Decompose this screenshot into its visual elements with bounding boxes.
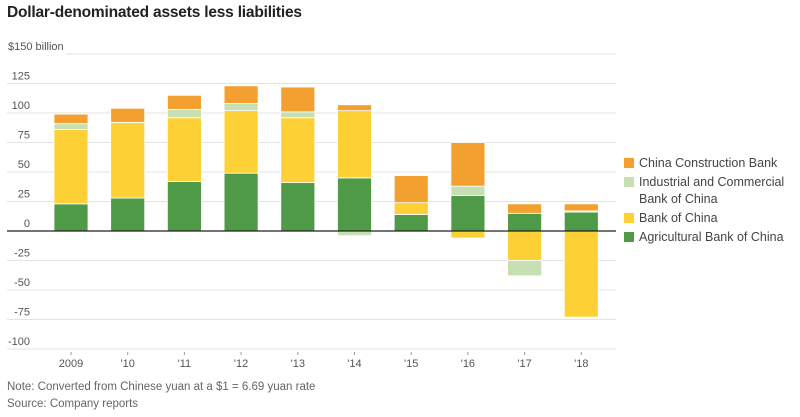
- legend: China Construction Bank Industrial and C…: [624, 155, 800, 248]
- x-tick-label: '13: [291, 358, 305, 370]
- y-tick-label: 50: [18, 159, 30, 171]
- bar-segment: [110, 122, 146, 199]
- chart-note: Note: Converted from Chinese yuan at a $…: [7, 381, 316, 393]
- x-tick-label: '18: [574, 358, 588, 370]
- y-tick-label: 100: [12, 100, 30, 112]
- legend-item-icbc: Industrial and Commercial Bank of China: [624, 174, 800, 208]
- bar-segment: [53, 123, 89, 130]
- bar-segment: [280, 117, 316, 184]
- bar-segment: [563, 211, 599, 232]
- x-tick-label: '16: [461, 358, 475, 370]
- bars: [53, 85, 599, 318]
- bar-segment: [166, 94, 202, 110]
- y-tick-label: -100: [8, 336, 30, 348]
- x-tick-label: '12: [234, 358, 248, 370]
- bar-segment: [393, 175, 429, 204]
- y-tick-label: -50: [14, 277, 30, 289]
- bar-segment: [110, 197, 146, 232]
- bar-segment: [450, 142, 486, 187]
- legend-label-boc: Bank of China: [639, 211, 718, 225]
- bar-segment: [507, 230, 543, 261]
- y-tick-label: -75: [14, 307, 30, 319]
- y-tick-label: 0: [24, 218, 30, 230]
- bar-segment: [110, 107, 146, 123]
- bar-segment: [337, 104, 372, 112]
- legend-item-boc: Bank of China: [624, 210, 800, 227]
- legend-label-abc: Agricultural Bank of China: [639, 230, 784, 244]
- y-tick-label: 75: [18, 130, 30, 142]
- legend-label-ccb: China Construction Bank: [639, 156, 778, 170]
- bar-segment: [507, 212, 543, 232]
- bar-segment: [223, 103, 259, 112]
- bar-segment: [507, 260, 543, 277]
- bar-segment: [337, 177, 372, 232]
- legend-label-icbc: Industrial and Commercial Bank of China: [639, 175, 785, 206]
- bar-segment: [563, 203, 599, 212]
- bar-segment: [393, 202, 429, 215]
- bar-segment: [53, 203, 89, 232]
- legend-swatch-icbc: [624, 177, 634, 187]
- bar-segment: [166, 109, 202, 119]
- bar-segment: [223, 85, 259, 104]
- x-tick-label: '11: [178, 358, 192, 370]
- bar-segment: [53, 113, 89, 125]
- bar-segment: [166, 117, 202, 182]
- legend-swatch-abc: [624, 232, 634, 242]
- chart-title: Dollar-denominated assets less liabiliti…: [7, 4, 302, 21]
- legend-item-abc: Agricultural Bank of China: [624, 229, 800, 246]
- bar-segment: [223, 110, 259, 174]
- legend-swatch-ccb: [624, 158, 634, 168]
- bar-segment: [507, 203, 543, 214]
- bar-segment: [450, 195, 486, 232]
- chart-source: Source: Company reports: [7, 398, 139, 410]
- legend-item-ccb: China Construction Bank: [624, 155, 800, 172]
- bar-segment: [223, 172, 259, 232]
- y-tick-label: 125: [12, 71, 30, 83]
- y-tick-label: 25: [18, 189, 30, 201]
- legend-swatch-boc: [624, 213, 634, 223]
- bar-segment: [280, 182, 316, 232]
- bar-segment: [53, 129, 89, 205]
- axes: $150 billion 125 100 75 50 25 0 -25 -50 -75 -100 20…: [7, 41, 616, 370]
- bar-segment: [450, 185, 486, 197]
- y-tick-label: $150 billion: [8, 41, 64, 53]
- bar-segment: [280, 111, 316, 119]
- x-tick-label: '15: [404, 358, 418, 370]
- bar-segment: [563, 230, 599, 318]
- bar-segment: [450, 230, 486, 239]
- y-tick-label: -25: [14, 248, 30, 260]
- x-tick-label: '14: [347, 358, 361, 370]
- bar-segment: [337, 230, 372, 237]
- x-tick-label: 2009: [59, 358, 83, 370]
- bar-segment: [337, 110, 372, 179]
- x-tick-label: '17: [517, 358, 531, 370]
- bar-segment: [393, 214, 429, 232]
- bar-segment: [280, 86, 316, 113]
- bar-segment: [166, 181, 202, 232]
- x-tick-label: '10: [121, 358, 135, 370]
